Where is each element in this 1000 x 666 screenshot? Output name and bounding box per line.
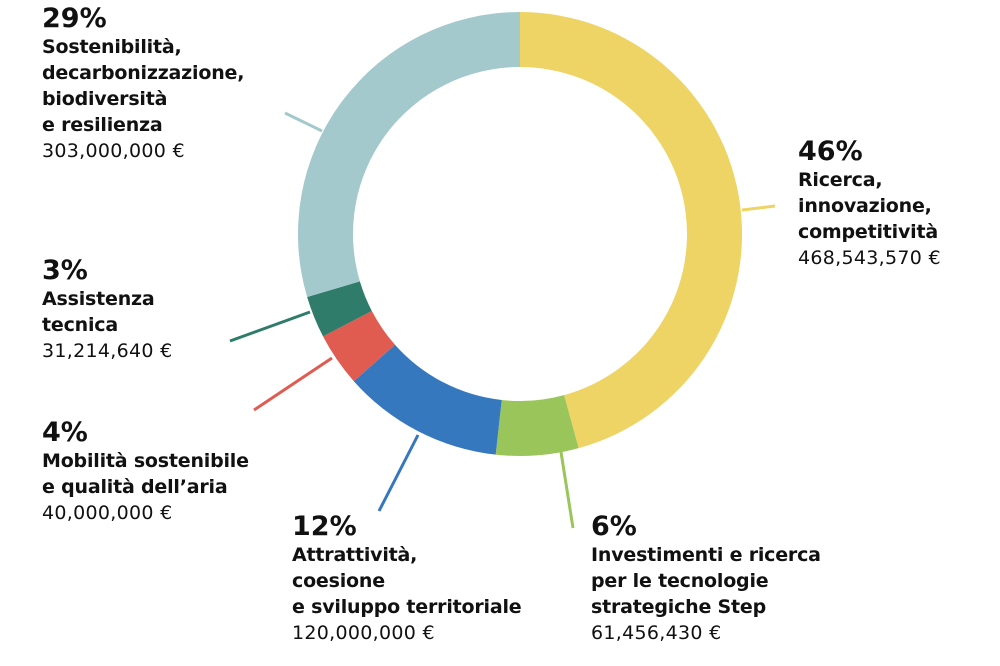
percent-label: 12% — [292, 511, 357, 542]
percent-label: 3% — [42, 255, 88, 286]
leader-line-step — [559, 451, 575, 529]
label-sostenibilita: 29% Sostenibilità, decarbonizzazione, bi… — [42, 4, 244, 164]
leader-line-sostenibilita — [284, 111, 323, 133]
leader-line-ricerca — [741, 204, 776, 212]
value-label: 468,543,570 € — [798, 247, 941, 269]
label-attrattivita: 12% Attrattività, coesione e sviluppo te… — [292, 511, 522, 646]
value-label: 120,000,000 € — [292, 622, 435, 644]
category-label: Sostenibilità, decarbonizzazione, biodiv… — [42, 36, 245, 136]
value-label: 31,214,640 € — [42, 340, 173, 362]
percent-label: 6% — [591, 511, 637, 542]
donut-slice-3 — [323, 311, 395, 382]
leader-line-attrattivita — [377, 434, 420, 512]
donut-slice-1 — [495, 395, 579, 456]
donut-slice-5 — [298, 12, 520, 298]
donut-slice-0 — [520, 11, 743, 449]
percent-label: 46% — [798, 136, 863, 167]
value-label: 40,000,000 € — [42, 502, 173, 524]
leader-line-mobilita — [253, 356, 333, 412]
label-mobilita: 4% Mobilità sostenibile e qualità dell’a… — [42, 418, 249, 526]
value-label: 61,456,430 € — [591, 622, 722, 644]
category-label: Attrattività, coesione e sviluppo territ… — [292, 544, 522, 618]
donut-slice-4 — [307, 281, 372, 337]
percent-label: 4% — [42, 417, 88, 448]
label-step: 6% Investimenti e ricerca per le tecnolo… — [591, 512, 821, 646]
label-ricerca: 46% Ricerca, innovazione, competitività … — [798, 137, 941, 271]
donut-slice-2 — [353, 344, 502, 455]
category-label: Mobilità sostenibile e qualità dell’aria — [42, 450, 249, 498]
category-label: Ricerca, innovazione, competitività — [798, 169, 938, 243]
category-label: Assistenza tecnica — [42, 288, 155, 336]
label-assistenza: 3% Assistenza tecnica 31,214,640 € — [42, 256, 173, 364]
percent-label: 29% — [42, 3, 107, 34]
category-label: Investimenti e ricerca per le tecnologie… — [591, 544, 821, 618]
leader-line-assistenza — [229, 310, 311, 343]
value-label: 303,000,000 € — [42, 140, 185, 162]
